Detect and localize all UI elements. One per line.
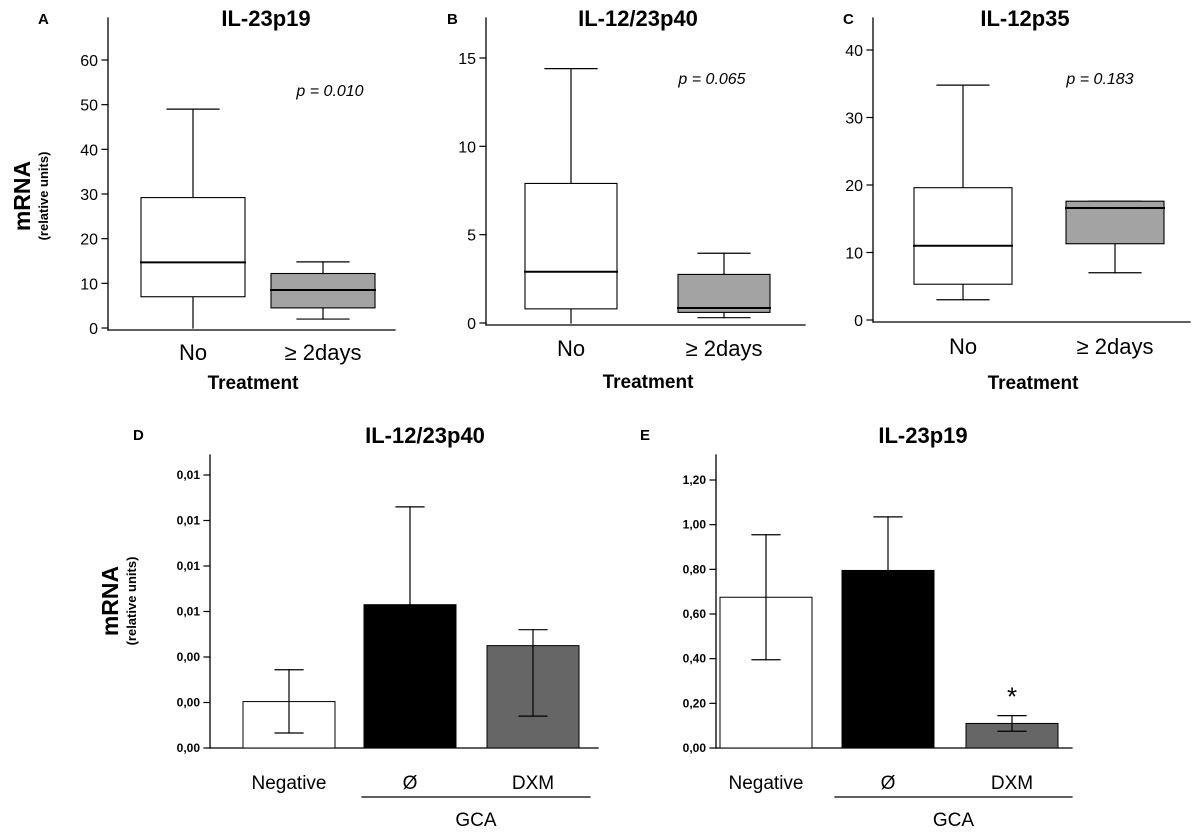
y-tick-label: 50 bbox=[80, 98, 98, 115]
x-category-label: ≥ 2days bbox=[285, 340, 362, 365]
x-category-label: No bbox=[949, 334, 977, 359]
p-value-annotation: p = 0.183 bbox=[1065, 71, 1133, 88]
y-tick-label: 0 bbox=[89, 321, 98, 338]
y-axis-title-bottom: mRNA (relative units) bbox=[97, 557, 139, 646]
y-tick-label: 30 bbox=[80, 187, 98, 204]
y-tick-label: 10 bbox=[458, 139, 476, 156]
y-axis-title-sub: (relative units) bbox=[124, 557, 139, 646]
y-tick-label: 0,40 bbox=[683, 652, 707, 666]
y-tick-label: 0,00 bbox=[177, 696, 201, 710]
y-tick-label: 0,80 bbox=[683, 562, 707, 576]
y-tick-label: 1,00 bbox=[683, 518, 707, 532]
chart-title: IL-12/23p40 bbox=[365, 423, 485, 448]
panel-letter: D bbox=[133, 427, 144, 444]
panel-letter: A bbox=[38, 11, 49, 28]
x-category-label: Negative bbox=[729, 773, 804, 794]
panel-letter: C bbox=[843, 11, 854, 28]
y-tick-label: 0,01 bbox=[177, 605, 201, 619]
x-category-label: DXM bbox=[991, 773, 1033, 794]
chart-title: IL-23p19 bbox=[878, 423, 967, 448]
panel-letter: E bbox=[640, 427, 650, 444]
x-category-label: No bbox=[179, 340, 207, 365]
x-category-label: DXM bbox=[512, 773, 554, 794]
y-tick-label: 60 bbox=[80, 53, 98, 70]
chart-title: IL-12/23p40 bbox=[578, 6, 698, 31]
box-no bbox=[913, 187, 1013, 285]
significance-marker: * bbox=[1007, 682, 1017, 712]
x-category-label: No bbox=[557, 336, 585, 361]
y-tick-label: 0 bbox=[467, 316, 476, 333]
y-tick-label: 0 bbox=[854, 313, 863, 330]
y-axis-title-main: mRNA bbox=[9, 161, 35, 231]
y-tick-label: 10 bbox=[80, 276, 98, 293]
p-value-annotation: p = 0.065 bbox=[677, 71, 745, 88]
y-tick-label: 0,01 bbox=[177, 468, 201, 482]
y-tick-label: 0,01 bbox=[177, 559, 201, 573]
y-tick-label: 0,00 bbox=[683, 741, 707, 755]
panel-letter: B bbox=[447, 11, 458, 28]
y-tick-label: 40 bbox=[845, 43, 863, 60]
group-label: GCA bbox=[933, 810, 975, 830]
x-category-label: Ø bbox=[881, 773, 896, 794]
x-category-label: ≥ 2days bbox=[686, 336, 763, 361]
y-tick-label: 20 bbox=[80, 232, 98, 249]
y-tick-label: 0,60 bbox=[683, 607, 707, 621]
y-axis-title-main: mRNA bbox=[97, 566, 123, 636]
x-axis-title: Treatment bbox=[988, 373, 1079, 394]
y-tick-label: 0,01 bbox=[177, 514, 201, 528]
x-category-label: Negative bbox=[252, 773, 327, 794]
y-tick-label: 40 bbox=[80, 142, 98, 159]
box-treated bbox=[677, 273, 771, 313]
y-tick-label: 15 bbox=[458, 51, 476, 68]
y-tick-label: 10 bbox=[845, 246, 863, 263]
x-category-label: ≥ 2days bbox=[1077, 334, 1154, 359]
p-value-annotation: p = 0.010 bbox=[295, 83, 363, 100]
chart-title: IL-23p19 bbox=[221, 6, 310, 31]
x-category-label: Ø bbox=[403, 773, 418, 794]
y-tick-label: 1,20 bbox=[683, 473, 707, 487]
y-tick-label: 0,20 bbox=[683, 696, 707, 710]
y-tick-label: 0,00 bbox=[177, 741, 201, 755]
box-no bbox=[140, 197, 246, 298]
y-axis-title-sub: (relative units) bbox=[36, 152, 51, 241]
y-axis-title-top: mRNA (relative units) bbox=[9, 152, 51, 241]
box-no bbox=[524, 182, 618, 310]
chart-title: IL-12p35 bbox=[980, 6, 1069, 31]
bar-ø bbox=[363, 604, 457, 749]
y-tick-label: 30 bbox=[845, 111, 863, 128]
group-label: GCA bbox=[455, 810, 497, 830]
y-tick-label: 20 bbox=[845, 178, 863, 195]
bar-ø bbox=[841, 569, 935, 749]
y-tick-label: 0,00 bbox=[177, 650, 201, 664]
x-axis-title: Treatment bbox=[208, 373, 299, 394]
x-axis-title: Treatment bbox=[603, 372, 694, 393]
y-tick-label: 5 bbox=[467, 228, 476, 245]
